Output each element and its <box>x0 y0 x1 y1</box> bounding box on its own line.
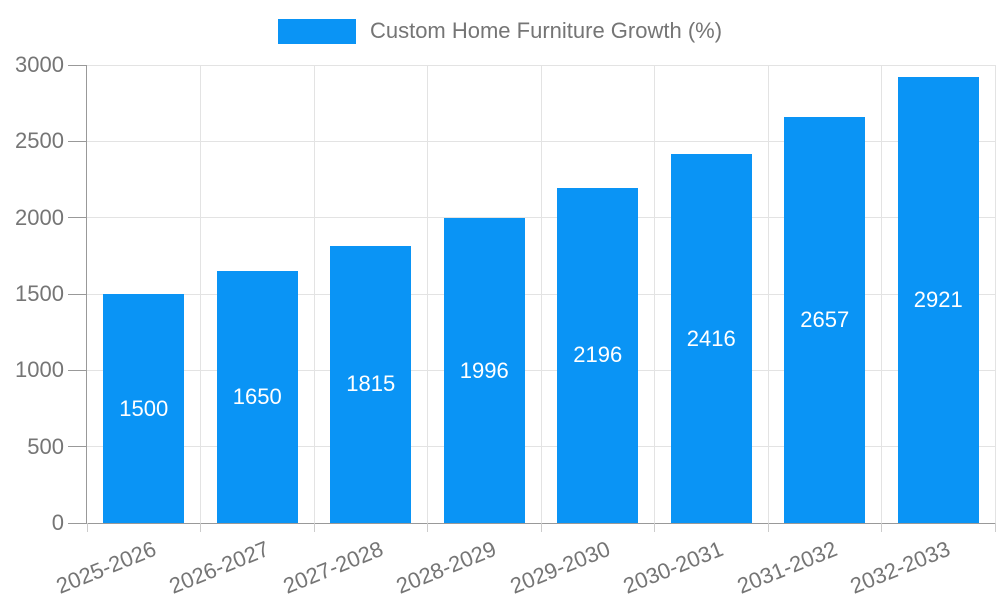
plot-area: 0 500 1000 1500 2000 2500 3000 1500 1650 1815 1996… <box>15 52 996 599</box>
gridline-vertical <box>767 65 769 523</box>
x-axis-tick <box>200 523 201 532</box>
bar-value-label: 1650 <box>232 384 282 410</box>
x-axis-tick <box>86 523 88 532</box>
bar[interactable]: 2416 <box>670 154 752 523</box>
gridline-vertical <box>540 65 542 523</box>
x-axis-tick-label: 2031-2032 <box>733 536 841 599</box>
bar-value-label: 2657 <box>800 307 850 333</box>
legend[interactable]: Custom Home Furniture Growth (%) <box>0 18 1000 44</box>
x-axis-tick <box>313 523 315 532</box>
gridline-vertical <box>881 65 882 523</box>
x-axis-tick <box>767 523 769 532</box>
bar[interactable]: 1815 <box>330 245 412 523</box>
legend-swatch <box>277 18 356 44</box>
gridline-vertical <box>427 65 428 523</box>
bar-value-label: 2196 <box>573 342 623 368</box>
x-axis-tick-label: 2029-2030 <box>506 536 614 599</box>
x-axis-tick-label: 2026-2027 <box>165 536 273 599</box>
bar[interactable]: 1996 <box>443 218 525 523</box>
x-axis-tick <box>654 523 655 532</box>
y-axis-tick <box>68 140 86 142</box>
bar-value-label: 1500 <box>119 395 169 421</box>
y-axis-tick <box>68 446 86 448</box>
gridline-vertical <box>654 65 655 523</box>
bar[interactable]: 2657 <box>784 117 866 523</box>
x-axis-tick-label: 2030-2031 <box>619 536 727 599</box>
y-axis-tick <box>68 293 86 295</box>
bar-value-label: 1996 <box>459 357 509 383</box>
x-axis-tick-label: 2027-2028 <box>279 536 387 599</box>
y-axis-tick-label: 2500 <box>15 128 64 154</box>
bar[interactable]: 1650 <box>216 271 298 523</box>
bar[interactable]: 2196 <box>557 187 639 523</box>
x-axis-tick-label: 2028-2029 <box>392 536 500 599</box>
y-axis-tick-label: 3000 <box>15 52 64 77</box>
bar[interactable]: 2921 <box>897 77 979 523</box>
bar-value-label: 1815 <box>346 371 396 397</box>
x-axis-tick-label: 2025-2026 <box>52 536 160 599</box>
bar[interactable]: 1500 <box>103 294 185 523</box>
bar-value-label: 2921 <box>913 287 963 313</box>
x-axis-tick <box>540 523 542 532</box>
y-axis-tick <box>68 369 86 371</box>
y-axis-tick-label: 1000 <box>15 357 64 383</box>
x-axis-tick <box>881 523 882 532</box>
y-axis-tick-label: 0 <box>51 510 64 535</box>
bar-value-label: 2416 <box>686 325 736 351</box>
x-axis-tick <box>994 523 996 532</box>
x-axis-tick <box>427 523 428 532</box>
y-axis-tick-label: 1500 <box>15 281 64 306</box>
x-axis-tick-label: 2032-2033 <box>846 536 954 599</box>
y-axis-tick-label: 500 <box>27 433 64 459</box>
legend-label: Custom Home Furniture Growth (%) <box>369 18 723 43</box>
y-axis-tick <box>68 217 86 219</box>
y-axis-tick <box>68 522 86 524</box>
gridline-vertical <box>994 65 996 523</box>
gridline-vertical <box>313 65 315 523</box>
y-axis-tick <box>68 64 86 66</box>
y-axis-tick-label: 2000 <box>15 204 64 230</box>
gridline-vertical <box>200 65 201 523</box>
